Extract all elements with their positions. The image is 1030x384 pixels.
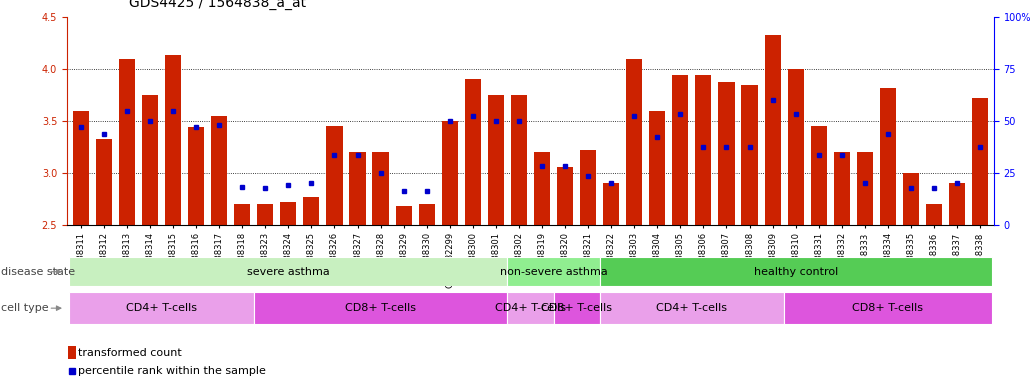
Bar [811, 126, 827, 225]
Bar [396, 206, 412, 225]
Bar [118, 59, 135, 225]
Bar [142, 95, 158, 225]
Text: non-severe asthma: non-severe asthma [500, 266, 608, 277]
Bar [599, 292, 784, 324]
Bar [833, 152, 850, 225]
Bar [553, 292, 599, 324]
Text: CD8+ T-cells: CD8+ T-cells [541, 303, 612, 313]
Bar [165, 55, 181, 225]
Bar [488, 95, 504, 225]
Bar [788, 69, 803, 225]
Text: GDS4425 / 1564838_a_at: GDS4425 / 1564838_a_at [129, 0, 306, 10]
Bar [742, 85, 758, 225]
Bar [949, 183, 965, 225]
Bar [508, 292, 553, 324]
Bar [349, 152, 366, 225]
Text: percentile rank within the sample: percentile rank within the sample [78, 366, 267, 376]
Bar [73, 111, 89, 225]
Bar [418, 204, 435, 225]
Text: CD4+ T-cells: CD4+ T-cells [126, 303, 197, 313]
Bar [649, 111, 665, 225]
Bar [69, 257, 508, 286]
Bar [303, 197, 319, 225]
Bar [188, 127, 204, 225]
Bar [972, 98, 988, 225]
Bar [695, 75, 712, 225]
Text: CD4+ T-cells: CD4+ T-cells [656, 303, 727, 313]
Bar [465, 79, 481, 225]
Bar [69, 292, 253, 324]
Text: transformed count: transformed count [78, 348, 182, 358]
Bar [327, 126, 343, 225]
Bar [903, 173, 919, 225]
Bar [880, 88, 896, 225]
Bar [258, 204, 273, 225]
Bar [211, 116, 228, 225]
Bar [926, 204, 942, 225]
Text: CD8+ T-cells: CD8+ T-cells [345, 303, 416, 313]
Bar [253, 292, 508, 324]
Bar [508, 257, 599, 286]
Bar [511, 95, 527, 225]
Bar [599, 257, 992, 286]
Text: disease state: disease state [1, 266, 75, 277]
Bar [534, 152, 550, 225]
Bar [580, 150, 596, 225]
Bar [718, 81, 734, 225]
Bar [673, 75, 688, 225]
Text: healthy control: healthy control [754, 266, 837, 277]
Text: CD4+ T-cells: CD4+ T-cells [495, 303, 565, 313]
Bar [68, 346, 75, 359]
Text: severe asthma: severe asthma [247, 266, 330, 277]
Bar [234, 204, 250, 225]
Bar [280, 202, 297, 225]
Bar [857, 152, 872, 225]
Bar [604, 183, 619, 225]
Bar [626, 59, 643, 225]
Bar [557, 167, 573, 225]
Bar [442, 121, 457, 225]
Bar [784, 292, 992, 324]
Bar [373, 152, 388, 225]
Bar [96, 139, 112, 225]
Text: CD8+ T-cells: CD8+ T-cells [853, 303, 923, 313]
Bar [764, 35, 781, 225]
Text: cell type: cell type [1, 303, 48, 313]
